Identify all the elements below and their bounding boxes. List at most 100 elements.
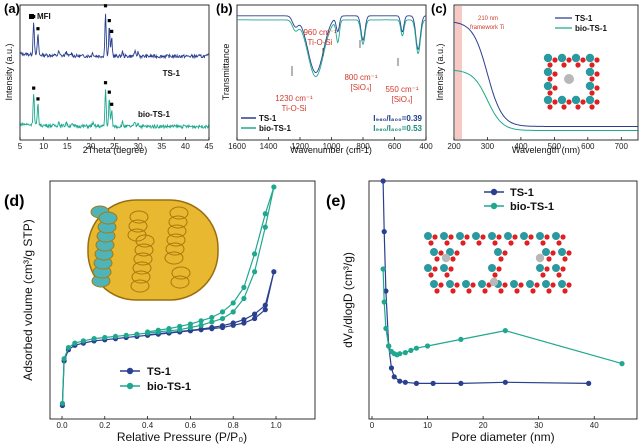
panel-b-tick-label: 600: [388, 142, 402, 151]
capsule-fiber: [98, 211, 118, 225]
si-atom: [585, 95, 595, 105]
uv-line-bio-TS-1: [453, 69, 638, 131]
panel-e-x-ticks: 0 10 20 30 40: [370, 416, 599, 430]
pore-point-bio-TS-1: [413, 345, 420, 351]
o-atom: [496, 266, 502, 272]
isotherm-point-bio-TS-1: [187, 321, 193, 327]
o-atom: [448, 266, 454, 272]
ratio-ts1: I₉₆₀/I₈₀₀=0.39: [373, 114, 422, 123]
isotherm-point-bio-TS-1: [166, 326, 172, 332]
o-atom: [544, 266, 550, 272]
panel-e-tick-label: 20: [479, 421, 488, 430]
capsule-fiber: [128, 219, 148, 233]
panel-c-tick-label: 300: [481, 142, 495, 151]
band-label-1: 210 nm: [478, 16, 498, 22]
capsule-fiber: [134, 243, 154, 257]
o-atom: [438, 282, 444, 288]
pore-point-bio-TS-1: [383, 325, 389, 331]
isotherm-point-bio-TS-1: [219, 309, 226, 315]
crystal-structure-image: [543, 53, 600, 110]
isotherm-point-bio-TS-1: [209, 314, 215, 321]
o-atom: [492, 240, 498, 246]
panel-c-tick-label: 400: [514, 142, 528, 151]
o-atom: [562, 288, 568, 294]
panel-b-y-label: Transmittance: [221, 44, 231, 101]
panel-a-bio-label: bio-TS-1: [138, 110, 171, 119]
o-atom: [561, 62, 567, 68]
panel-a-y-label: Intensity (a.u.): [4, 43, 14, 100]
isotherm-point-bio-TS-1: [262, 211, 268, 217]
panel-e-frame: [368, 180, 638, 420]
o-atom: [556, 272, 562, 278]
panel-b-plot-area: [237, 15, 427, 78]
si-atom: [478, 280, 486, 288]
isotherm-point-bio-TS-1: [230, 300, 236, 306]
si-atom: [462, 280, 470, 288]
pore-point-TS-1: [430, 380, 436, 386]
o-atom: [552, 71, 558, 77]
isotherm-point-TS-1: [262, 307, 268, 313]
o-atom: [547, 90, 553, 96]
uv-line-TS-1: [453, 21, 638, 127]
o-atom: [450, 288, 456, 294]
si-atom: [558, 248, 566, 256]
o-atom: [434, 288, 440, 294]
panel-e-x-label: Pore diameter (nm): [451, 430, 554, 444]
capsule-fiber: [131, 270, 151, 284]
capsule-fiber: [168, 215, 188, 229]
si-atom: [552, 232, 560, 240]
si-atom: [536, 264, 544, 272]
panel-e-label: (e): [326, 193, 346, 210]
pore-point-TS-1: [413, 380, 420, 386]
panel-d-tick-label: 0.0: [56, 421, 68, 430]
isotherm-point-bio-TS-1: [112, 333, 119, 340]
o-atom: [589, 76, 595, 82]
panel-c-frame: [453, 4, 639, 141]
panel-c-tick-label: 500: [548, 142, 562, 151]
o-atom: [556, 240, 562, 246]
panel-b-legend-ts1: TS-1: [259, 114, 277, 123]
panel-e-tick-label: 40: [590, 421, 599, 430]
mfi-marker: [110, 29, 114, 33]
panel-e: (e) 0 10 20 30 40 TS-1 bio-TS-1 Pore diamete…: [326, 178, 638, 444]
mfi-marker: [110, 102, 114, 106]
panel-b-x-ticks: 1600 1400 1200 1000 800 600 400: [228, 137, 433, 151]
o-atom: [594, 57, 600, 63]
panel-d-x-ticks: 0.0 0.2 0.4 0.6 0.8 1.0: [56, 416, 282, 430]
isotherm-point-TS-1: [198, 326, 204, 332]
pore-point-TS-1: [402, 379, 408, 385]
o-atom: [464, 234, 470, 240]
si-atom: [558, 280, 566, 288]
mfi-marker: [107, 90, 111, 94]
panel-c-x-label: Wavelength (nm): [512, 145, 580, 155]
o-atom: [575, 104, 581, 110]
panel-a-tick-label: 25: [110, 142, 119, 151]
o-atom: [498, 288, 504, 294]
ann-800-sub: [SiO₄]: [350, 83, 371, 92]
o-atom: [514, 288, 520, 294]
framework-ti-band: [455, 6, 462, 139]
isotherm-point-TS-1: [230, 320, 236, 326]
capsule-fiber: [166, 233, 186, 247]
crystal-structure-image-e: [424, 232, 572, 294]
panel-a-tick-label: 5: [18, 142, 23, 151]
panel-d-tick-label: 0.4: [142, 421, 154, 430]
si-atom: [543, 53, 553, 63]
o-atom: [432, 234, 438, 240]
si-atom: [488, 232, 496, 240]
panel-a-x-ticks: 5 10 15 20 25 30 35 40 45: [18, 137, 214, 151]
panel-a-tick-label: 20: [86, 142, 95, 151]
isotherm-point-TS-1: [271, 269, 277, 275]
ti-atom: [441, 253, 451, 263]
ratio-bio: I₉₆₀/I₈₀₀=0.53: [373, 124, 422, 133]
o-atom: [498, 256, 504, 262]
capsule-fiber: [130, 279, 150, 293]
panel-a-tick-label: 30: [134, 142, 143, 151]
o-atom: [546, 256, 552, 262]
pore-point-bio-TS-1: [386, 343, 392, 349]
o-atom: [502, 282, 508, 288]
o-atom: [540, 240, 546, 246]
panel-b-tick-label: 1600: [228, 142, 246, 151]
o-atom: [580, 57, 586, 63]
